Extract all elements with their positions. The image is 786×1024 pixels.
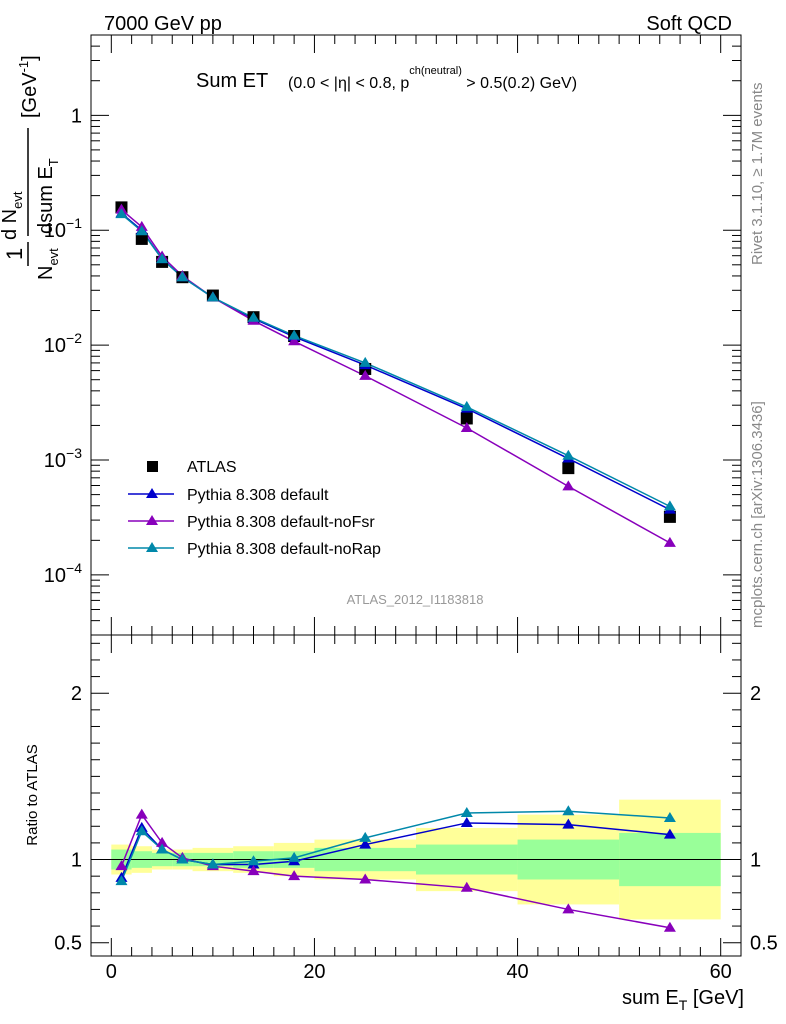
ratio-y-axis-label: Ratio to ATLAS <box>24 744 41 845</box>
main-title: Sum ET (0.0 < |η| < 0.8, pch(neutral) > … <box>196 65 577 92</box>
ratio-point-pythia-8-308-default-nofsr <box>562 903 575 914</box>
legend-label-default: Pythia 8.308 default <box>187 487 329 504</box>
ratio-axis-ticks <box>91 635 741 956</box>
x-tick-label: 0 <box>106 961 117 983</box>
legend-label-atlas: ATLAS <box>187 459 237 476</box>
ratio-y-tick-label-left: 0.5 <box>54 933 82 955</box>
ratio-point-pythia-8-308-default-norap <box>247 855 260 866</box>
main-point-pythia-8-308-default-norap <box>288 329 301 340</box>
main-title-text: Sum ET <box>196 70 268 92</box>
ratio-y-tick-label-left: 2 <box>71 683 82 705</box>
ratio-x-tick-labels: 0 20 40 60 <box>106 961 732 983</box>
main-point-pythia-8-308-default-norap <box>176 271 189 282</box>
main-point-pythia-8-308-default-norap <box>460 400 473 411</box>
ratio-point-pythia-8-308-default-norap <box>135 825 148 836</box>
main-y-tick-label: 10−1 <box>44 215 82 242</box>
main-axis-ticks <box>91 34 741 636</box>
x-tick-label: 60 <box>710 961 732 983</box>
ratio-point-pythia-8-308-default-norap <box>156 843 169 854</box>
main-point-atlas <box>135 232 148 245</box>
ratio-point-pythia-8-308-default-nofsr <box>247 865 260 876</box>
svg-text:Nevt: Nevt <box>35 248 61 280</box>
main-y-tick-label: 1 <box>71 105 82 127</box>
x-tick-label: 40 <box>506 961 528 983</box>
main-point-pythia-8-308-default-norap <box>663 500 676 511</box>
main-watermark: ATLAS_2012_I1183818 <box>347 592 484 607</box>
main-y-axis-label: 1 Nevt d Nevt dsum ET [GeV-1] <box>0 55 61 280</box>
main-point-pythia-8-308-default-norap <box>206 291 219 302</box>
svg-text:d Nevt: d Nevt <box>0 191 25 240</box>
header-category-label: Soft QCD <box>646 13 732 35</box>
legend-label-nofsr: Pythia 8.308 default-noFsr <box>187 514 375 531</box>
main-point-pythia-8-308-default-nofsr <box>562 480 575 491</box>
ratio-point-pythia-8-308-default-nofsr <box>135 808 148 819</box>
legend: ATLAS Pythia 8.308 default Pythia 8.308 … <box>128 459 381 558</box>
ratio-point-pythia-8-308-default-norap <box>460 806 473 817</box>
ratio-point-pythia-8-308-default-norap <box>176 853 189 864</box>
main-point-atlas <box>562 462 575 475</box>
header-energy-label: 7000 GeV pp <box>104 13 222 35</box>
main-point-pythia-8-308-default-nofsr <box>663 536 676 547</box>
svg-text:Sum ET: Sum ET <box>196 70 268 92</box>
ratio-y-tick-label-right: 0.5 <box>750 933 778 955</box>
legend-entry-default: Pythia 8.308 default <box>128 487 329 504</box>
ratio-point-pythia-8-308-default-nofsr <box>115 860 128 871</box>
x-axis-label: sum ET [GeV] <box>622 987 744 1013</box>
ratio-point-pythia-8-308-default-nofsr <box>288 870 301 881</box>
main-y-tick-labels: 1 10−1 10−2 10−3 10−4 <box>44 105 82 587</box>
ratio-point-pythia-8-308-default-nofsr <box>359 873 372 884</box>
ratio-point-pythia-8-308-default-norap <box>115 875 128 886</box>
main-panel: 1 10−1 10−2 10−3 10−4 Sum ET (0.0 < |η| < 0.… <box>0 34 742 636</box>
main-point-atlas <box>460 412 473 425</box>
main-point-pythia-8-308-default-norap <box>156 253 169 264</box>
main-series-markers <box>115 201 676 547</box>
ratio-point-pythia-8-308-default-nofsr <box>460 881 473 892</box>
legend-entry-atlas: ATLAS <box>147 459 237 476</box>
x-tick-label: 20 <box>303 961 325 983</box>
main-point-pythia-8-308-default-nofsr <box>460 421 473 432</box>
legend-entry-nofsr: Pythia 8.308 default-noFsr <box>128 514 375 531</box>
ratio-y-tick-label-left: 1 <box>71 850 82 872</box>
legend-label-norap: Pythia 8.308 default-noRap <box>187 541 381 558</box>
main-y-tick-label: 10−3 <box>44 445 82 472</box>
ratio-panel: 0.5 0.5 1 1 2 2 0 20 40 60 Ratio to ATLAS sum ET… <box>24 634 778 1013</box>
ratio-point-pythia-8-308-default <box>663 828 676 839</box>
ratio-y-tick-labels: 0.5 0.5 1 1 2 2 <box>54 683 778 954</box>
ratio-point-pythia-8-308-default-nofsr <box>663 921 676 932</box>
ratio-point-pythia-8-308-default <box>460 816 473 827</box>
ratio-frame <box>90 634 742 957</box>
ratio-series-markers <box>115 805 676 932</box>
rivet-version-label: Rivet 3.1.10, ≥ 1.7M events <box>749 83 766 266</box>
main-y-tick-label: 10−2 <box>44 330 82 357</box>
ratio-point-pythia-8-308-default <box>359 838 372 849</box>
main-point-pythia-8-308-default-norap <box>247 311 260 322</box>
mcplots-reference-label: mcplots.cern.ch [arXiv:1306.3436] <box>749 401 766 628</box>
ratio-y-tick-label-right: 1 <box>750 850 761 872</box>
ratio-point-pythia-8-308-default-norap <box>206 858 219 869</box>
ratio-point-pythia-8-308-default <box>562 818 575 829</box>
main-point-pythia-8-308-default-nofsr <box>359 369 372 380</box>
ratio-point-pythia-8-308-default-norap <box>288 851 301 862</box>
main-point-pythia-8-308-default-norap <box>562 449 575 460</box>
ratio-y-tick-label-right: 2 <box>750 683 761 705</box>
main-point-pythia-8-308-default-norap <box>115 208 128 219</box>
main-point-pythia-8-308-default-nofsr <box>288 335 301 346</box>
ratio-point-pythia-8-308-default-nofsr <box>156 836 169 847</box>
svg-text:dsum ET: dsum ET <box>35 158 61 234</box>
ratio-point-pythia-8-308-default-norap <box>663 811 676 822</box>
main-y-tick-label: 10−4 <box>44 560 82 587</box>
main-point-atlas <box>663 510 676 523</box>
ratio-point-pythia-8-308-default-norap <box>359 831 372 842</box>
main-subtitle: (0.0 < |η| < 0.8, pch(neutral) > 0.5(0.2… <box>288 65 577 92</box>
svg-text:1: 1 <box>2 248 27 260</box>
ratio-point-pythia-8-308-default-norap <box>562 805 575 816</box>
main-point-pythia-8-308-default-norap <box>135 225 148 236</box>
main-point-pythia-8-308-default-norap <box>359 356 372 367</box>
svg-text:[GeV-1]: [GeV-1] <box>16 55 41 118</box>
legend-entry-norap: Pythia 8.308 default-noRap <box>128 541 381 558</box>
